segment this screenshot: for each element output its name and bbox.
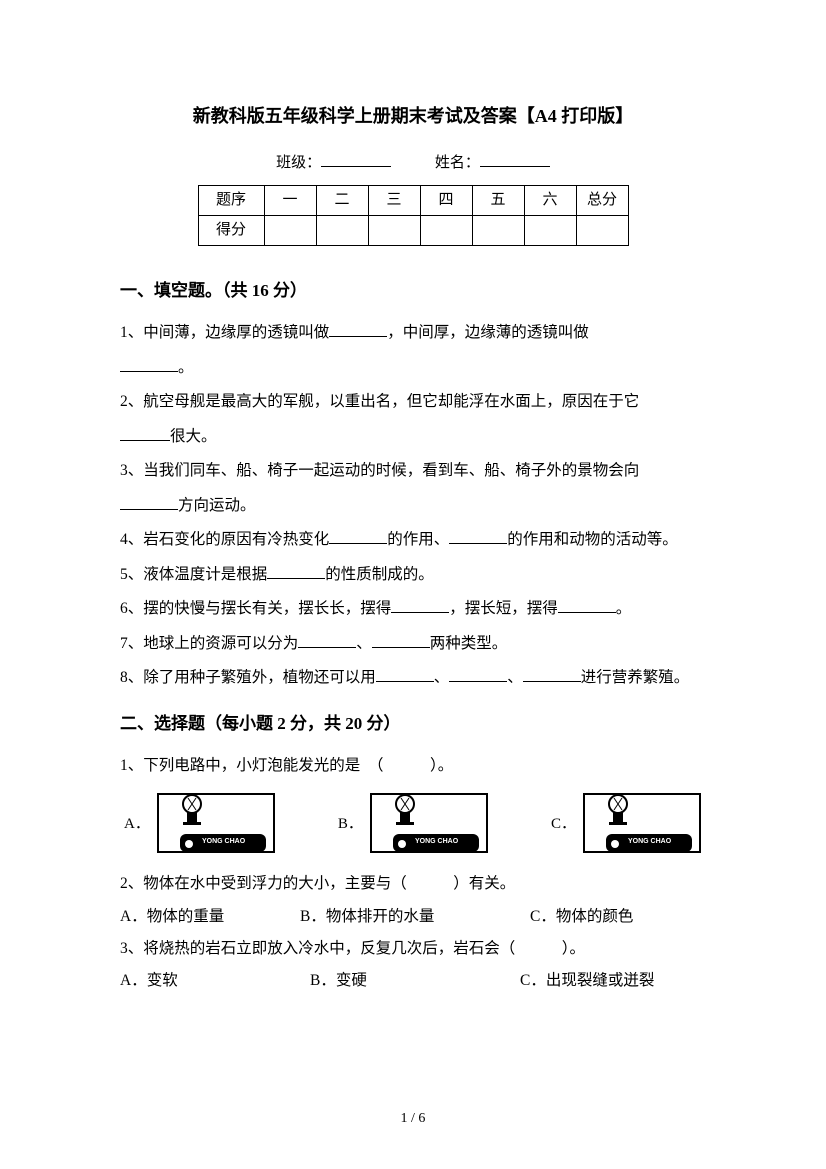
cell: 四 [420, 186, 472, 216]
text: 1、中间薄，边缘厚的透镜叫做 [120, 324, 329, 341]
question-3: 3、当我们同车、船、椅子一起运动的时候，看到车、船、椅子外的景物会向 [120, 455, 706, 488]
s2-question-3: 3、将烧热的岩石立即放入冷水中，反复几次后，岩石会（ ）。 [120, 933, 706, 966]
text: 方向运动。 [178, 497, 256, 514]
page-number: 1 / 6 [0, 1106, 826, 1131]
section-1-heading: 一、填空题。（共 16 分） [120, 276, 706, 307]
class-blank [321, 153, 391, 167]
blank [120, 427, 170, 441]
text: 2、航空母舰是最高大的军舰，以重出名，但它却能浮在水面上，原因在于它 [120, 393, 639, 410]
question-2: 2、航空母舰是最高大的军舰，以重出名，但它却能浮在水面上，原因在于它 [120, 386, 706, 419]
cell [420, 216, 472, 246]
cell: 二 [316, 186, 368, 216]
svg-text:YONG CHAO: YONG CHAO [628, 838, 672, 845]
opt-a: A．物体的重量 [120, 903, 300, 931]
s2-q3-options: A．变软 B．变硬 C．出现裂缝或迸裂 [120, 967, 706, 995]
page-title: 新教科版五年级科学上册期末考试及答案【A4 打印版】 [120, 100, 706, 132]
text: 的作用和动物的活动等。 [507, 531, 678, 548]
section-2-heading: 二、选择题（每小题 2 分，共 20 分） [120, 709, 706, 740]
question-2-cont: 很大。 [120, 421, 706, 454]
question-1: 1、中间薄，边缘厚的透镜叫做 ，中间厚，边缘薄的透镜叫做 [120, 317, 706, 350]
name-label: 姓名： [435, 155, 480, 171]
cell: 六 [524, 186, 576, 216]
question-5: 5、液体温度计是根据 的性质制成的。 [120, 559, 706, 592]
s2-q2-options: A．物体的重量 B．物体排开的水量 C．物体的颜色 [120, 903, 706, 931]
blank [449, 668, 507, 682]
cell [576, 216, 628, 246]
blank [329, 323, 387, 337]
text: 7、地球上的资源可以分为 [120, 635, 298, 652]
blank [523, 668, 581, 682]
circuit-c: C． YONG CHAO [551, 790, 702, 858]
name-blank [480, 153, 550, 167]
opt-c: C．物体的颜色 [530, 903, 633, 931]
cell: 得分 [198, 216, 264, 246]
blank [120, 496, 178, 510]
text: 两种类型。 [430, 635, 508, 652]
opt-a: A．变软 [120, 967, 310, 995]
label-a: A． [124, 811, 150, 838]
text: 、 [356, 635, 372, 652]
text: 进行营养繁殖。 [581, 669, 690, 686]
question-6: 6、摆的快慢与摆长有关，摆长长，摆得 ，摆长短，摆得 。 [120, 593, 706, 626]
blank [376, 668, 434, 682]
cell: 五 [472, 186, 524, 216]
info-row: 班级： 姓名： [120, 150, 706, 177]
label-c: C． [551, 811, 576, 838]
blank [391, 599, 449, 613]
text: 的作用、 [387, 531, 449, 548]
text: ，中间厚，边缘薄的透镜叫做 [387, 324, 589, 341]
text: 很大。 [170, 428, 217, 445]
table-row: 得分 [198, 216, 628, 246]
s2-question-2: 2、物体在水中受到浮力的大小，主要与（ ）有关。 [120, 868, 706, 901]
table-row: 题序 一 二 三 四 五 六 总分 [198, 186, 628, 216]
svg-text:YONG CHAO: YONG CHAO [415, 838, 459, 845]
circuit-a: A． YONG CHAO [124, 790, 276, 858]
question-4: 4、岩石变化的原因有冷热变化 的作用、 的作用和动物的活动等。 [120, 524, 706, 557]
blank [298, 634, 356, 648]
cell [524, 216, 576, 246]
cell [316, 216, 368, 246]
blank [372, 634, 430, 648]
opt-b: B．变硬 [310, 967, 520, 995]
text: 8、除了用种子繁殖外，植物还可以用 [120, 669, 376, 686]
question-8: 8、除了用种子繁殖外，植物还可以用 、 、 进行营养繁殖。 [120, 662, 706, 695]
text: 5、液体温度计是根据 [120, 566, 267, 583]
text: 。 [616, 600, 632, 617]
svg-text:YONG CHAO: YONG CHAO [202, 838, 246, 845]
circuit-a-svg: YONG CHAO [156, 790, 276, 858]
class-label: 班级： [276, 155, 321, 171]
blank [329, 530, 387, 544]
score-table: 题序 一 二 三 四 五 六 总分 得分 [198, 185, 629, 246]
s2-question-1: 1、下列电路中，小灯泡能发光的是 （ ）。 [120, 750, 706, 783]
question-7: 7、地球上的资源可以分为 、 两种类型。 [120, 628, 706, 661]
text: 4、岩石变化的原因有冷热变化 [120, 531, 329, 548]
text: ，摆长短，摆得 [449, 600, 558, 617]
question-1-cont: 。 [120, 352, 706, 385]
text: 6、摆的快慢与摆长有关，摆长长，摆得 [120, 600, 391, 617]
opt-c: C．出现裂缝或迸裂 [520, 967, 654, 995]
text: 、 [434, 669, 450, 686]
cell: 题序 [198, 186, 264, 216]
label-b: B． [338, 811, 363, 838]
blank [558, 599, 616, 613]
cell: 三 [368, 186, 420, 216]
blank [267, 565, 325, 579]
circuit-row: A． YONG CHAO B． [120, 790, 706, 858]
cell [472, 216, 524, 246]
circuit-b-svg: YONG CHAO [369, 790, 489, 858]
blank [449, 530, 507, 544]
text: 。 [178, 359, 194, 376]
text: 、 [507, 669, 523, 686]
blank [120, 358, 178, 372]
text: 3、当我们同车、船、椅子一起运动的时候，看到车、船、椅子外的景物会向 [120, 462, 639, 479]
circuit-b: B． YONG CHAO [338, 790, 489, 858]
circuit-c-svg: YONG CHAO [582, 790, 702, 858]
cell [264, 216, 316, 246]
cell [368, 216, 420, 246]
cell: 一 [264, 186, 316, 216]
cell: 总分 [576, 186, 628, 216]
question-3-cont: 方向运动。 [120, 490, 706, 523]
opt-b: B．物体排开的水量 [300, 903, 530, 931]
text: 的性质制成的。 [325, 566, 434, 583]
